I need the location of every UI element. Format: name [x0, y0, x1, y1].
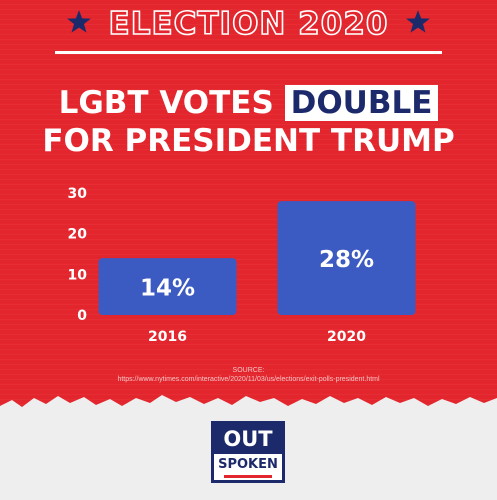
- bar-2020: [277, 201, 416, 315]
- x-category-label: 2020: [327, 329, 366, 345]
- header-divider: [55, 51, 442, 54]
- star-icon: [67, 10, 91, 33]
- headline-line-2: FOR PRESIDENT TRUMP: [42, 123, 455, 159]
- y-tick-label: 30: [68, 186, 88, 202]
- logo-spoken-text: SPOKEN: [218, 457, 278, 472]
- y-tick-label: 0: [77, 308, 87, 324]
- headline-highlight: DOUBLE: [284, 85, 439, 121]
- source-label: SOURCE:: [232, 367, 265, 374]
- x-category-label: 2016: [148, 329, 187, 345]
- headline-line-1: LGBT VOTES DOUBLE: [0, 84, 497, 122]
- star-icon: [406, 10, 430, 33]
- election-title: ELECTION 2020: [108, 5, 389, 43]
- source-url: https://www.nytimes.com/interactive/2020…: [117, 376, 380, 383]
- data-label-2016: 14%: [140, 276, 195, 302]
- y-tick-label: 10: [68, 267, 88, 283]
- headline-prefix: LGBT VOTES: [58, 85, 285, 121]
- logo-underline: [224, 475, 272, 478]
- y-tick-label: 20: [68, 227, 88, 243]
- logo-out-text: OUT: [214, 424, 282, 454]
- data-label-2020: 28%: [319, 247, 374, 273]
- bar-2016: [98, 258, 237, 315]
- bar-chart: 0 10 20 30 14% 2016 28% 2020: [68, 186, 416, 345]
- outspoken-logo: OUT SPOKEN: [211, 421, 285, 483]
